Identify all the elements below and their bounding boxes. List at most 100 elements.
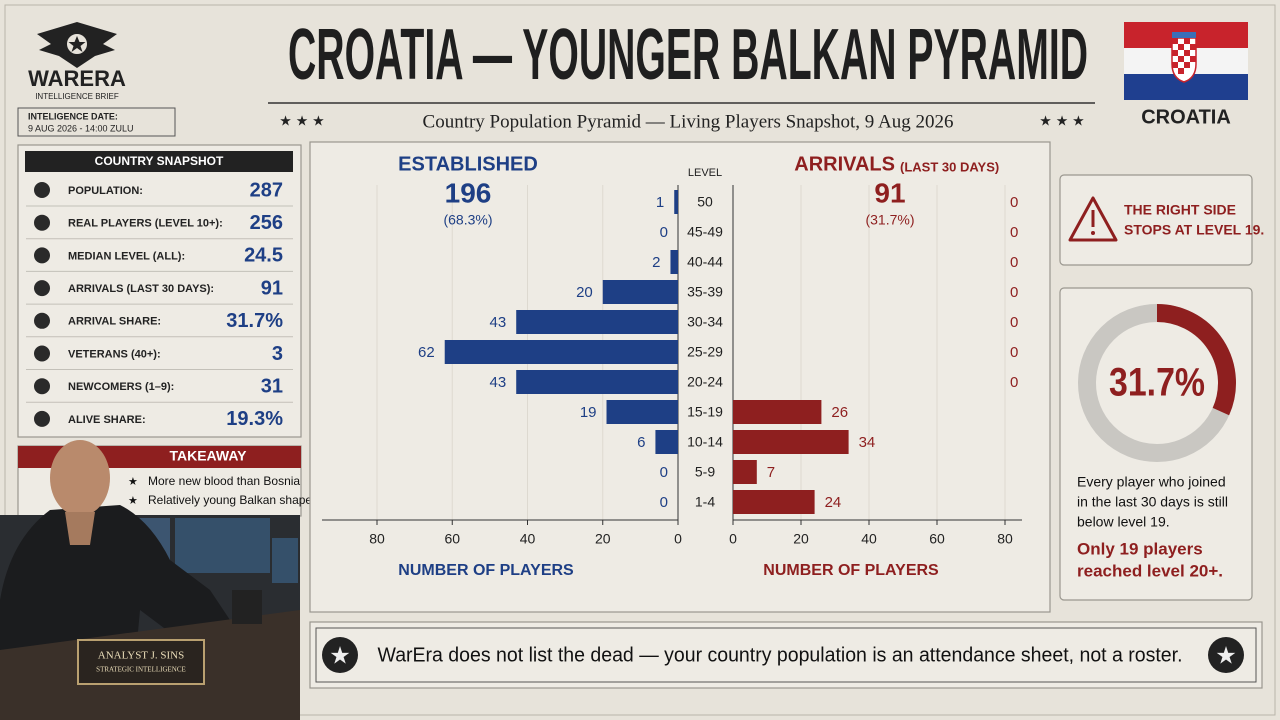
data-label: 0 — [1010, 284, 1018, 301]
row-value: 24.5 — [244, 245, 283, 267]
bar — [516, 310, 678, 334]
donut — [1156, 304, 1236, 416]
brand: WARERA — [28, 66, 126, 91]
donut-highlight: reached level 20+. — [1077, 561, 1223, 580]
data-label: 62 — [418, 344, 435, 361]
category-label: 1-4 — [695, 494, 715, 510]
row-label: POPULATION: — [68, 185, 143, 197]
data-label: 0 — [1010, 374, 1018, 391]
brand-sub: INTELLIGENCE BRIEF — [35, 92, 119, 101]
row-icon — [34, 214, 50, 231]
stars: ★ ★ ★ — [1039, 113, 1084, 129]
row-value: 31.7% — [226, 310, 283, 332]
category-label: 45-49 — [687, 224, 723, 240]
takeaway-item: Relatively young Balkan shape — [148, 493, 312, 507]
donut-text: below level 19. — [1077, 514, 1170, 530]
analyst-illustration — [0, 440, 300, 720]
stars: ★ ★ ★ — [279, 113, 324, 129]
data-label: 20 — [576, 284, 593, 301]
row-label: ALIVE SHARE: — [68, 414, 146, 426]
category-label: 15-19 — [687, 404, 723, 420]
row-value: 31 — [261, 375, 283, 397]
bar — [733, 430, 849, 454]
warning-panel — [1059, 174, 1253, 266]
x-tick-label: 20 — [793, 531, 809, 547]
flag — [1124, 22, 1248, 100]
data-label: 24 — [825, 494, 842, 511]
legend-entry: ESTABLISHED — [398, 153, 538, 175]
x-tick-label: 80 — [997, 531, 1013, 547]
data-label: 7 — [767, 464, 775, 481]
bullet: ★ — [128, 495, 138, 507]
legend-note: (LAST 30 DAYS) — [900, 159, 999, 174]
warning-icon — [1068, 196, 1118, 242]
svg-text:★: ★ — [1215, 642, 1237, 669]
x-axis-label: NUMBER OF PLAYERS — [763, 562, 939, 579]
category-label: 5-9 — [695, 464, 715, 480]
analyst-name: ANALYST J. SINS — [98, 650, 184, 662]
chart-panel — [309, 141, 1051, 613]
row-label: MEDIAN LEVEL (ALL): — [68, 250, 185, 262]
donut-text: Every player who joined — [1077, 474, 1226, 490]
donut-text: in the last 30 days is still — [1077, 494, 1228, 510]
row-label: REAL PLAYERS (LEVEL 10+): — [68, 218, 223, 230]
category-label: 20-24 — [687, 374, 723, 390]
takeaway-item: More new blood than Bosnia — [148, 474, 300, 488]
data-label: 0 — [1010, 344, 1018, 361]
row-icon — [34, 247, 50, 264]
date: 9 AUG 2026 - 14:00 ZULU — [28, 123, 134, 133]
x-tick-label: 0 — [729, 531, 737, 547]
data-label: 26 — [831, 404, 848, 421]
x-tick-label: 80 — [369, 531, 385, 547]
bar — [606, 400, 678, 424]
snapshot-header — [25, 151, 293, 172]
donut-label: 31.7% — [1109, 361, 1205, 405]
bar — [670, 250, 678, 274]
footer-panel — [309, 621, 1263, 689]
x-axis-label: NUMBER OF PLAYERS — [398, 562, 574, 579]
bar — [733, 460, 757, 484]
data-label: 0 — [1010, 254, 1018, 271]
title: CROATIA — YOUNGER BALKAN PYRAMID — [288, 15, 1088, 95]
data-label: 43 — [490, 374, 507, 391]
bar — [655, 430, 678, 454]
bar — [516, 370, 678, 394]
bar — [733, 400, 822, 424]
row-value: 91 — [261, 277, 283, 299]
takeaway-title: TAKEAWAY — [169, 448, 247, 464]
x-tick-label: 40 — [861, 531, 877, 547]
warning-text: STOPS AT LEVEL 19. — [1124, 222, 1264, 238]
analyst-role: STRATEGIC INTELLIGENCE — [96, 666, 186, 674]
series-share: (68.3%) — [443, 212, 492, 228]
row-label: ARRIVAL SHARE: — [68, 316, 161, 328]
legend-entry: ARRIVALS — [794, 153, 895, 175]
data-label: 0 — [660, 464, 668, 481]
data-label: 0 — [1010, 314, 1018, 331]
row-icon — [34, 312, 50, 329]
row-icon — [34, 345, 50, 362]
data-label: 0 — [660, 224, 668, 241]
series-share: (31.7%) — [865, 212, 914, 228]
warning-text: THE RIGHT SIDE — [1124, 202, 1236, 218]
bar — [444, 340, 678, 364]
category-label: 40-44 — [687, 254, 723, 270]
snapshot-panel — [17, 144, 302, 438]
row-icon — [34, 182, 50, 198]
row-icon — [34, 280, 50, 297]
x-tick-label: 60 — [929, 531, 945, 547]
row-icon — [34, 378, 50, 395]
x-tick-label: 60 — [444, 531, 460, 547]
svg-text:★: ★ — [329, 642, 351, 669]
footer-inner — [315, 627, 1257, 683]
row-value: 256 — [250, 212, 283, 234]
donut-highlight: Only 19 players — [1077, 539, 1203, 558]
footer-icon: ★ ★ — [322, 637, 1244, 673]
row-label: ARRIVALS (LAST 30 DAYS): — [68, 283, 214, 295]
x-tick-label: 40 — [520, 531, 536, 547]
bar — [733, 490, 815, 514]
x-tick-label: 20 — [595, 531, 611, 547]
data-label: 43 — [490, 314, 507, 331]
data-label: 0 — [1010, 194, 1018, 211]
